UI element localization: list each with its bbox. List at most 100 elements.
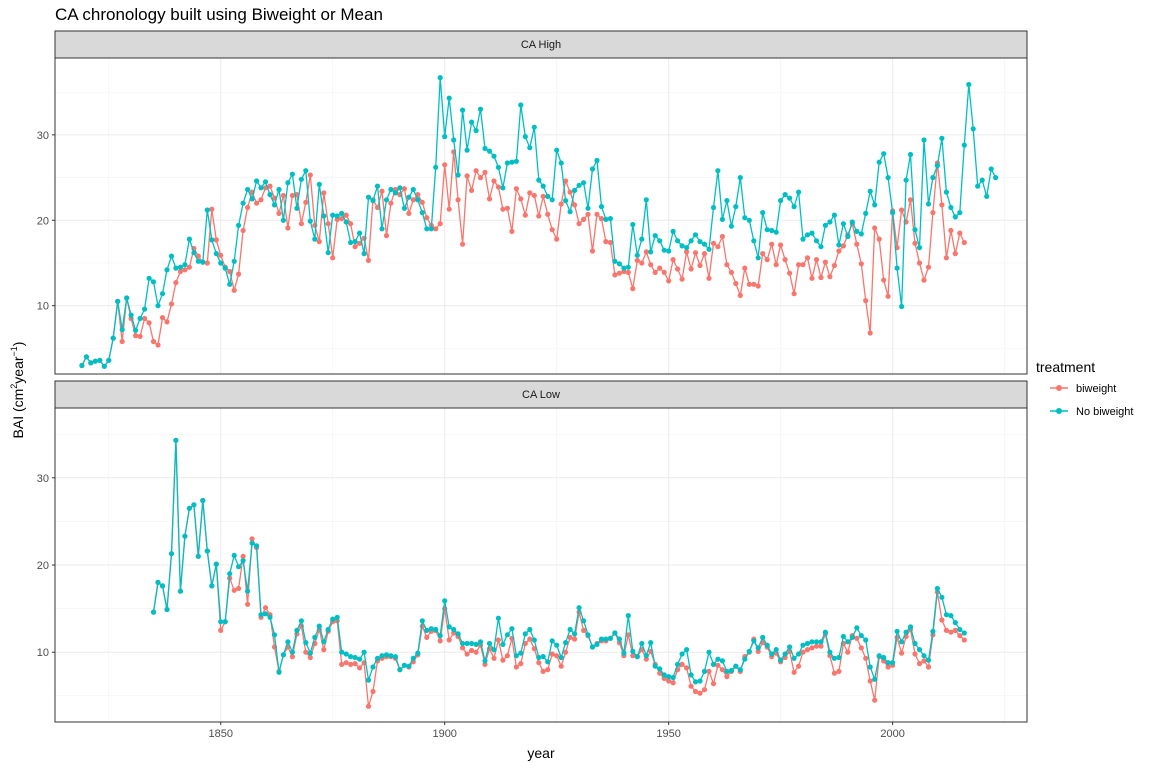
data-point: [692, 688, 699, 695]
data-point: [518, 650, 524, 656]
data-point: [464, 640, 470, 647]
data-point: [406, 210, 412, 216]
data-point: [903, 629, 909, 635]
data-point: [755, 283, 761, 289]
data-point: [715, 168, 721, 174]
data-point: [818, 643, 824, 649]
data-point: [513, 158, 520, 164]
minor-gridlines-1: [55, 58, 1027, 374]
data-point: [352, 244, 358, 250]
data-point: [925, 657, 932, 663]
data-point: [495, 164, 501, 170]
data-point: [809, 230, 815, 236]
data-point: [527, 190, 533, 196]
data-point: [406, 663, 412, 669]
y-axis-title-end: ): [10, 342, 26, 347]
y-axis-title-start: BAI (cm: [10, 389, 26, 439]
data-point: [966, 81, 972, 88]
series-no-biweight-1: [79, 75, 999, 369]
data-point: [858, 261, 864, 267]
data-point: [446, 95, 452, 101]
data-point: [585, 632, 591, 638]
data-point: [778, 198, 784, 204]
data-point: [643, 653, 649, 659]
data-point: [885, 664, 891, 670]
panel-border-2: [54, 407, 1028, 723]
data-point: [648, 640, 654, 646]
data-point: [670, 228, 676, 234]
data-point: [343, 219, 349, 225]
data-point: [401, 205, 407, 211]
data-point: [769, 241, 775, 247]
data-point: [343, 212, 349, 218]
data-point: [581, 618, 587, 624]
facet-panels: CA High 10 20 30 CA Low 10 20 30 1850 1900 1950 200…: [37, 30, 1028, 740]
data-point: [684, 665, 690, 671]
data-point: [267, 614, 273, 620]
legend-title: treatment: [1036, 359, 1095, 375]
data-point: [603, 239, 609, 245]
data-point: [916, 245, 923, 251]
major-gridlines-1: [55, 58, 1027, 374]
data-point: [706, 649, 712, 655]
data-point: [684, 647, 690, 653]
data-point: [455, 172, 461, 178]
data-point: [804, 232, 811, 238]
data-point: [818, 274, 824, 281]
data-point: [146, 275, 152, 281]
data-point: [612, 272, 618, 278]
data-point: [451, 626, 457, 633]
data-point: [572, 187, 578, 193]
y-axis-title-mid: year: [10, 356, 26, 384]
data-point: [778, 657, 784, 663]
data-point: [769, 227, 775, 234]
data-point: [907, 197, 914, 203]
data-point: [630, 221, 636, 228]
data-point: [522, 631, 528, 637]
data-point: [330, 212, 336, 218]
data-point: [79, 362, 85, 369]
data-point: [415, 197, 421, 203]
data-point: [639, 260, 645, 266]
data-point: [845, 639, 851, 645]
data-point: [773, 229, 779, 235]
data-point: [513, 653, 520, 659]
data-point: [240, 200, 246, 206]
data-point: [616, 270, 623, 276]
data-point: [760, 210, 766, 216]
data-point: [809, 275, 815, 281]
data-point: [491, 647, 497, 653]
data-point: [424, 627, 430, 634]
data-point: [218, 260, 224, 266]
data-point: [249, 196, 255, 202]
data-point: [773, 262, 779, 268]
data-point: [634, 252, 640, 258]
data-point: [182, 533, 188, 539]
data-point: [168, 253, 175, 259]
data-point: [271, 202, 278, 208]
data-point: [885, 660, 891, 666]
data-point: [357, 230, 363, 236]
data-point: [822, 259, 829, 265]
data-point: [222, 265, 228, 271]
data-point: [357, 665, 363, 671]
data-point: [397, 185, 403, 191]
y-tick-label: 30: [37, 130, 49, 142]
data-point: [925, 264, 932, 270]
data-point: [231, 287, 237, 293]
data-point: [549, 197, 555, 203]
data-point: [876, 653, 882, 659]
data-point: [813, 238, 820, 244]
data-point: [737, 292, 743, 298]
data-point: [625, 613, 631, 619]
y-axis-title: BAI (cm2year−1): [9, 342, 26, 439]
data-point: [979, 177, 985, 183]
data-point: [388, 200, 394, 206]
data-point: [119, 327, 125, 333]
data-point: [383, 652, 390, 658]
data-point: [836, 654, 842, 661]
data-point: [558, 663, 564, 669]
data-point: [854, 625, 860, 631]
legend-key-point-biweight: [1056, 385, 1062, 391]
data-point: [200, 497, 206, 504]
